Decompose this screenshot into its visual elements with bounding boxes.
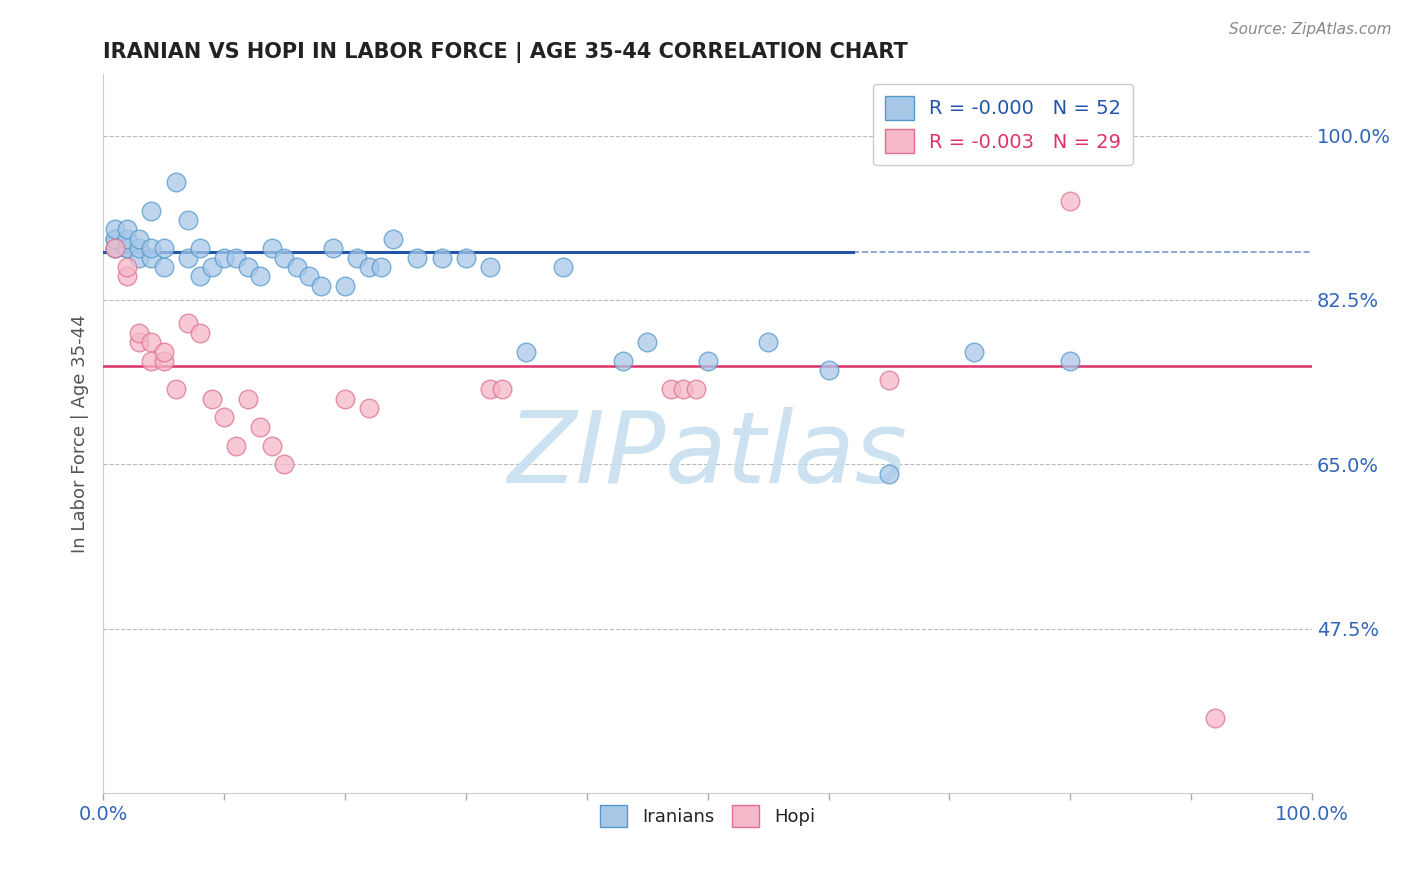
Point	[491, 382, 513, 396]
Point	[359, 260, 381, 274]
Point	[877, 373, 900, 387]
Point	[128, 335, 150, 350]
Legend: Iranians, Hopi: Iranians, Hopi	[593, 798, 823, 835]
Point	[152, 344, 174, 359]
Point	[636, 335, 658, 350]
Point	[262, 241, 284, 255]
Point	[117, 269, 139, 284]
Point	[188, 326, 211, 340]
Point	[672, 382, 695, 396]
Point	[165, 176, 187, 190]
Point	[117, 241, 139, 255]
Point	[370, 260, 392, 274]
Point	[249, 420, 271, 434]
Point	[104, 241, 127, 255]
Text: Source: ZipAtlas.com: Source: ZipAtlas.com	[1229, 22, 1392, 37]
Point	[117, 260, 139, 274]
Point	[1059, 194, 1081, 209]
Point	[212, 251, 235, 265]
Point	[406, 251, 429, 265]
Point	[212, 410, 235, 425]
Point	[273, 251, 295, 265]
Point	[128, 232, 150, 246]
Point	[141, 241, 163, 255]
Point	[188, 269, 211, 284]
Point	[877, 467, 900, 481]
Point	[152, 354, 174, 368]
Point	[152, 260, 174, 274]
Point	[141, 251, 163, 265]
Point	[117, 222, 139, 236]
Point	[225, 439, 247, 453]
Point	[756, 335, 779, 350]
Point	[117, 241, 139, 255]
Point	[479, 260, 502, 274]
Point	[322, 241, 344, 255]
Point	[515, 344, 537, 359]
Point	[1204, 711, 1226, 725]
Point	[141, 335, 163, 350]
Point	[177, 213, 200, 227]
Point	[659, 382, 682, 396]
Point	[285, 260, 308, 274]
Point	[309, 278, 332, 293]
Text: IRANIAN VS HOPI IN LABOR FORCE | AGE 35-44 CORRELATION CHART: IRANIAN VS HOPI IN LABOR FORCE | AGE 35-…	[103, 42, 908, 62]
Point	[612, 354, 634, 368]
Point	[359, 401, 381, 415]
Point	[430, 251, 453, 265]
Point	[177, 251, 200, 265]
Point	[454, 251, 477, 265]
Point	[141, 203, 163, 218]
Point	[201, 260, 224, 274]
Point	[104, 241, 127, 255]
Point	[141, 354, 163, 368]
Point	[273, 458, 295, 472]
Point	[128, 241, 150, 255]
Point	[333, 392, 356, 406]
Point	[298, 269, 321, 284]
Point	[685, 382, 707, 396]
Point	[201, 392, 224, 406]
Point	[1059, 354, 1081, 368]
Point	[104, 241, 127, 255]
Point	[346, 251, 368, 265]
Point	[188, 241, 211, 255]
Point	[177, 317, 200, 331]
Y-axis label: In Labor Force | Age 35-44: In Labor Force | Age 35-44	[72, 315, 89, 553]
Point	[104, 232, 127, 246]
Point	[962, 344, 984, 359]
Point	[262, 439, 284, 453]
Text: ZIPatlas: ZIPatlas	[508, 407, 907, 504]
Point	[238, 260, 260, 274]
Point	[117, 232, 139, 246]
Point	[551, 260, 574, 274]
Point	[104, 232, 127, 246]
Point	[817, 363, 839, 377]
Point	[238, 392, 260, 406]
Point	[333, 278, 356, 293]
Point	[225, 251, 247, 265]
Point	[696, 354, 718, 368]
Point	[128, 326, 150, 340]
Point	[479, 382, 502, 396]
Point	[165, 382, 187, 396]
Point	[382, 232, 405, 246]
Point	[249, 269, 271, 284]
Point	[104, 222, 127, 236]
Point	[152, 241, 174, 255]
Point	[128, 251, 150, 265]
